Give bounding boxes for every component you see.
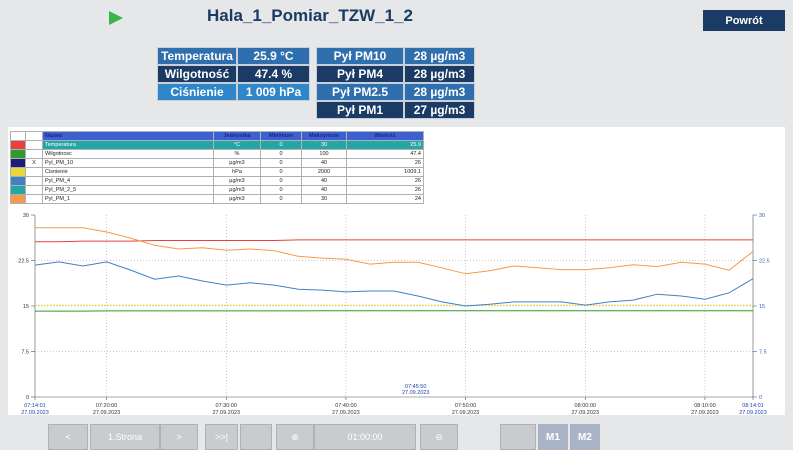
page-title: Hala_1_Pomiar_TZW_1_2 [207,6,413,25]
value-cell: 24 [346,194,424,204]
tile-label: Pył PM10 [316,47,404,65]
x-tick-date: 27.09.2023 [691,410,719,415]
tile-row: Temperatura 25.9 °C [157,47,310,65]
tile-value: 28 µg/m3 [404,65,475,83]
tile-row: Pył PM2.5 28 µg/m3 [316,83,475,101]
x-tick-date: 27.09.2023 [739,410,767,415]
y2-tick-label: 30 [759,213,765,219]
toolbar-m2[interactable]: M2 [570,424,600,450]
tile-label: Pył PM2.5 [316,83,404,101]
tile-row: Ciśnienie 1 009 hPa [157,83,310,101]
tile-value: 1 009 hPa [237,83,310,101]
series-line [34,261,754,307]
y2-tick-label: 15 [759,304,765,310]
tile-label: Temperatura [157,47,237,65]
tile-value: 27 µg/m3 [404,101,475,119]
y2-tick-label: 0 [759,395,762,401]
series-line [35,227,754,275]
series-line [35,239,753,243]
toolbar-zoom-in[interactable]: ⊕ [276,424,314,450]
tile-value: 25.9 °C [237,47,310,65]
legend-row[interactable]: Pyl_PM_2_5 µg/m3 0 40 26 [10,185,424,195]
x-tick-date: 27.09.2023 [332,410,360,415]
toolbar-page[interactable]: 1.Strona [90,424,160,450]
x-tick-label: 08:00:00 [575,403,596,409]
tile-label: Pył PM1 [316,101,404,119]
toolbar-zoom-out[interactable]: ⊖ [420,424,458,450]
tile-row: Pył PM4 28 µg/m3 [316,65,475,83]
y-tick-label: 22.5 [18,259,29,265]
legend-row[interactable]: Pyl_PM_1 µg/m3 0 30 24 [10,194,424,204]
x-tick-date: 27.09.2023 [452,410,480,415]
tile-value: 28 µg/m3 [404,83,475,101]
toolbar-span[interactable]: 01:00:00 [314,424,416,450]
toolbar-last[interactable]: >>| [205,424,238,450]
x-tick-label: 07:50:00 [455,403,476,409]
y-tick-label: 15 [23,304,29,310]
toolbar-m1[interactable]: M1 [538,424,568,450]
cursor-date: 27.09.2023 [402,390,430,396]
cursor-time: 07:45:50 [405,384,426,390]
legend-table: Nazwa Jednostka Minimum Maksymum Wartość Temp… [10,131,424,204]
tile-label: Ciśnienie [157,83,237,101]
y-tick-label: 30 [23,213,29,219]
x-tick-label: 07:30:00 [216,403,237,409]
tile-row: Pył PM10 28 µg/m3 [316,47,475,65]
tile-row: Pył PM1 27 µg/m3 [316,101,475,119]
toolbar-prev[interactable]: < [48,424,88,450]
tile-value: 47.4 % [237,65,310,83]
back-button[interactable]: Powrót [703,10,785,31]
x-tick-date: 27.09.2023 [213,410,241,415]
x-tick-date: 27.09.2023 [21,410,49,415]
y2-tick-label: 22.5 [759,259,770,265]
x-tick-label: 08:10:00 [694,403,715,409]
toolbar-next[interactable]: > [160,424,198,450]
x-tick-label: 07:40:00 [335,403,356,409]
y2-tick-label: 7.5 [759,350,767,356]
y-tick-label: 0 [26,395,29,401]
x-tick-label: 08:14:01 [742,403,763,409]
tile-label: Pył PM4 [316,65,404,83]
tile-value: 28 µg/m3 [404,47,475,65]
y-tick-label: 7.5 [21,350,29,356]
toolbar-icon[interactable] [500,424,536,450]
tile-row: Wilgotność 47.4 % [157,65,310,83]
toolbar-icon[interactable] [240,424,272,450]
tile-label: Wilgotność [157,65,237,83]
x-tick-date: 27.09.2023 [572,410,600,415]
x-tick-label: 07:14:01 [24,403,45,409]
x-tick-label: 07:20:00 [96,403,117,409]
play-icon [109,11,123,25]
x-tick-date: 27.09.2023 [93,410,121,415]
